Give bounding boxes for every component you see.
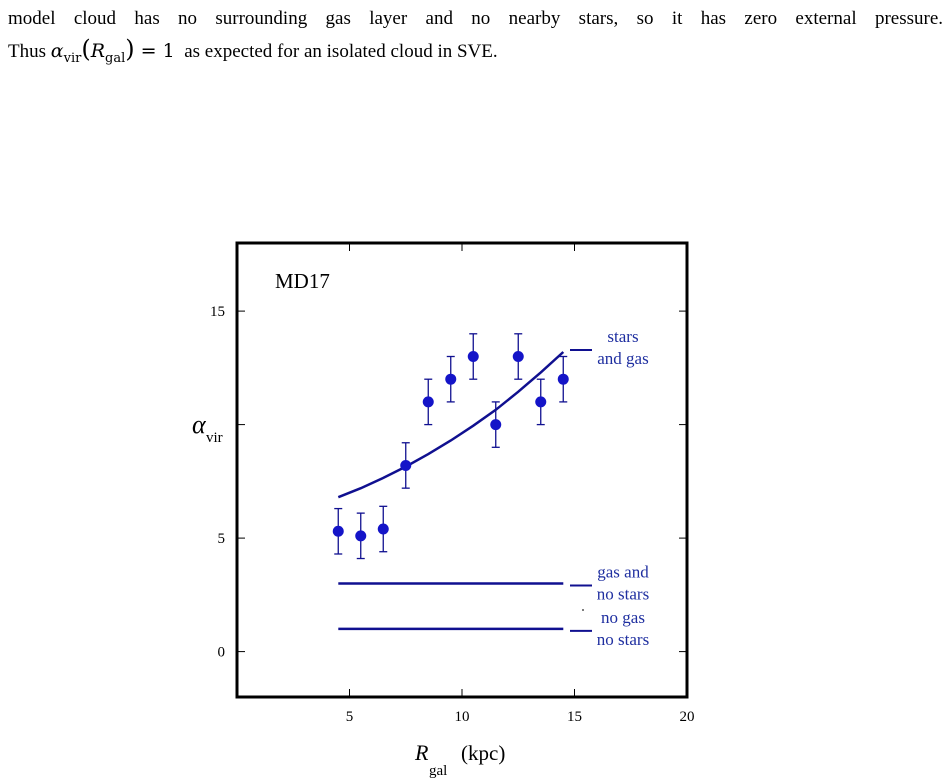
y-tick-label: 0 — [218, 645, 226, 661]
series-group: stars and gas gas and no stars no gas no star… — [337, 327, 649, 649]
equals-one: = 1 — [140, 40, 175, 62]
data-point — [512, 351, 524, 362]
close-paren: ) — [125, 35, 135, 63]
paragraph-line-2: Thus αvir(Rgal) = 1 as expected for an i… — [8, 34, 943, 74]
tick-group: 5 10 15 20 0 5 15 — [210, 243, 695, 725]
alpha-subscript: vir — [63, 50, 82, 66]
y-axis-label-subscript: vir — [206, 430, 223, 446]
line2-prefix: Thus — [8, 41, 46, 62]
panel-label: MD17 — [275, 269, 330, 293]
x-tick-label: 5 — [346, 709, 354, 725]
x-tick-label: 15 — [567, 709, 582, 725]
x-axis-label-subscript: gal — [429, 763, 447, 779]
points-group — [332, 333, 569, 560]
series-label-3: no stars — [597, 630, 649, 649]
r-subscript: gal — [105, 50, 126, 66]
plot-frame — [235, 241, 689, 699]
data-point — [535, 396, 547, 408]
data-point — [355, 530, 367, 542]
x-tick-label: 10 — [455, 709, 470, 725]
open-paren: ( — [81, 35, 91, 63]
x-axis-label-unit: (kpc) — [461, 741, 505, 765]
series-label-1: stars — [607, 327, 638, 346]
paragraph-line-1: model cloud has no surrounding gas layer… — [8, 8, 943, 29]
x-axis-label-symbol: R — [414, 740, 429, 765]
data-point — [467, 351, 479, 362]
data-point — [490, 419, 502, 431]
series-line-1 — [337, 351, 565, 499]
r-symbol: R — [90, 40, 105, 62]
x-tick-label: 20 — [680, 709, 695, 725]
alpha-symbol: α — [50, 40, 64, 62]
y-axis-label-symbol: α — [192, 410, 207, 439]
data-point — [332, 525, 344, 537]
y-tick-label: 15 — [210, 304, 225, 320]
data-point — [557, 373, 569, 385]
y-axis-label: α vir — [192, 410, 223, 446]
series-label-2: gas and — [597, 563, 649, 582]
data-point — [377, 523, 389, 535]
alpha-vir-formula: αvir(Rgal) = 1 — [50, 35, 175, 66]
series-label-3: no gas — [601, 608, 645, 627]
stray-dot — [582, 609, 584, 611]
series-label-1: and gas — [597, 349, 648, 368]
line2-suffix: as expected for an isolated cloud in SVE… — [184, 41, 498, 62]
y-tick-label: 5 — [218, 531, 226, 547]
series-label-2: no stars — [597, 585, 649, 604]
data-point — [400, 459, 412, 471]
data-point — [445, 373, 457, 385]
body-paragraph: model cloud has no surrounding gas layer… — [8, 4, 943, 74]
data-point — [422, 396, 434, 408]
x-axis-label: R gal (kpc) — [414, 740, 505, 779]
